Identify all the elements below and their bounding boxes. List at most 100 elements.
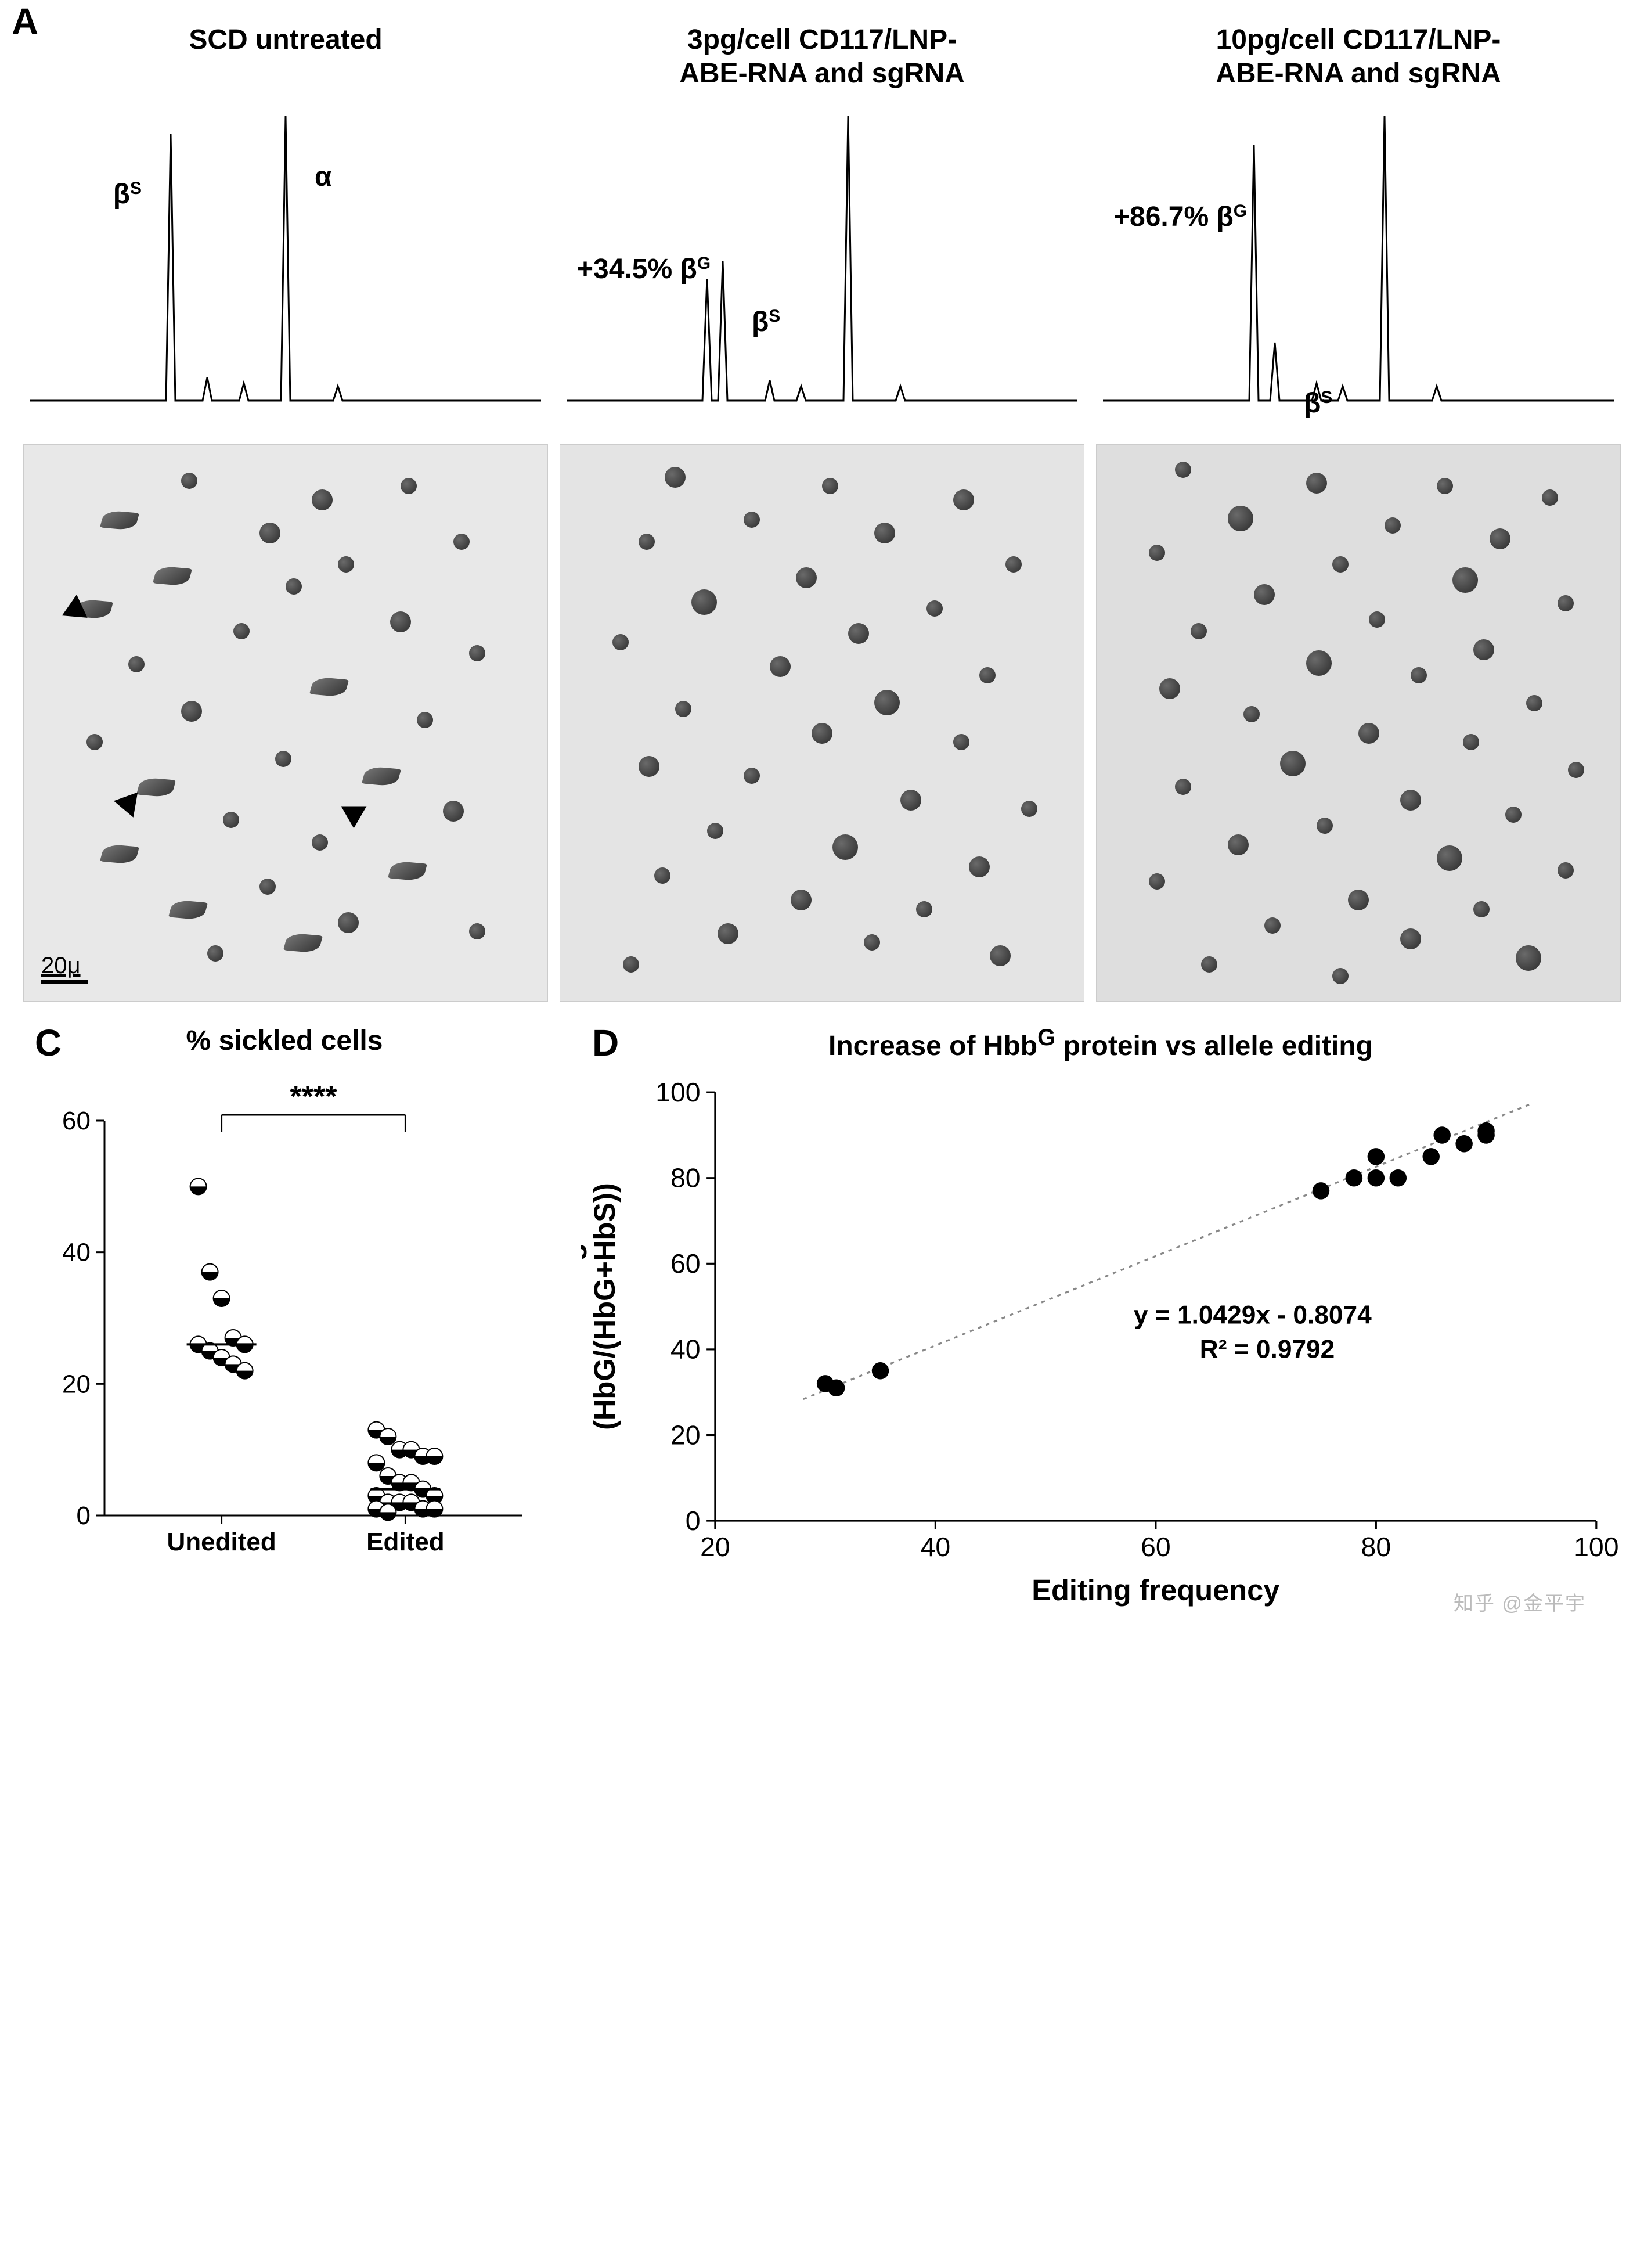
svg-text:60: 60 xyxy=(62,1107,91,1135)
svg-text:+86.7% βG: +86.7% βG xyxy=(1113,201,1247,233)
svg-text:60: 60 xyxy=(1141,1532,1171,1562)
svg-text:R² = 0.9792: R² = 0.9792 xyxy=(1200,1335,1335,1364)
round-cell xyxy=(1400,790,1421,811)
round-cell xyxy=(1348,890,1369,910)
panel-d-label: D xyxy=(592,1021,619,1064)
round-cell xyxy=(639,534,655,550)
micrograph-1 xyxy=(560,444,1084,1002)
panel-a-trace-0: SCD untreated βS α xyxy=(23,23,548,427)
svg-text:20: 20 xyxy=(670,1420,701,1450)
round-cell xyxy=(718,923,738,944)
round-cell xyxy=(953,489,974,510)
round-cell xyxy=(1526,695,1542,711)
round-cell xyxy=(286,578,302,595)
round-cell xyxy=(1437,478,1453,494)
round-cell xyxy=(1175,462,1191,478)
round-cell xyxy=(1463,734,1479,750)
round-cell xyxy=(312,834,328,851)
round-cell xyxy=(1558,595,1574,611)
micrograph-2 xyxy=(1096,444,1621,1002)
round-cell xyxy=(1201,956,1217,973)
round-cell xyxy=(1452,567,1478,593)
svg-text:60: 60 xyxy=(670,1248,701,1279)
sickle-cell xyxy=(309,677,349,697)
round-cell xyxy=(338,912,359,933)
round-cell xyxy=(1516,945,1541,971)
round-cell xyxy=(832,834,858,860)
round-cell xyxy=(1505,807,1522,823)
trace-svg-1: βS+34.5% βG xyxy=(560,99,1084,424)
round-cell xyxy=(654,867,670,884)
round-cell xyxy=(1228,506,1253,531)
round-cell xyxy=(1542,489,1558,506)
round-cell xyxy=(259,523,280,543)
round-cell xyxy=(1264,917,1281,934)
round-cell xyxy=(770,656,791,677)
round-cell xyxy=(969,856,990,877)
round-cell xyxy=(86,734,103,750)
round-cell xyxy=(990,945,1011,966)
sickle-cell xyxy=(136,777,176,797)
round-cell xyxy=(181,701,202,722)
arrowhead-icon xyxy=(335,795,367,829)
round-cell xyxy=(223,812,239,828)
panel-d-title: Increase of HbbG protein vs allele editi… xyxy=(581,1025,1621,1062)
round-cell xyxy=(1473,639,1494,660)
round-cell xyxy=(443,801,464,822)
round-cell xyxy=(623,956,639,973)
svg-text:Unedited: Unedited xyxy=(167,1528,276,1556)
round-cell xyxy=(791,890,812,910)
round-cell xyxy=(926,600,943,617)
round-cell xyxy=(1228,834,1249,855)
round-cell xyxy=(675,701,691,717)
round-cell xyxy=(665,467,686,488)
round-cell xyxy=(812,723,832,744)
round-cell xyxy=(1243,706,1260,722)
svg-text:α: α xyxy=(315,161,332,192)
svg-text:βS: βS xyxy=(113,179,142,210)
round-cell xyxy=(1021,801,1037,817)
panel-c-label: C xyxy=(35,1021,62,1064)
round-cell xyxy=(612,634,629,650)
round-cell xyxy=(1149,545,1165,561)
round-cell xyxy=(1558,862,1574,879)
trace-title-1: 3pg/cell CD117/LNP-ABE-RNA and sgRNA xyxy=(560,23,1084,93)
round-cell xyxy=(1175,779,1191,795)
round-cell xyxy=(848,623,869,644)
sickle-cell xyxy=(362,766,401,786)
svg-text:40: 40 xyxy=(62,1239,91,1267)
round-cell xyxy=(953,734,969,750)
sickle-cell xyxy=(283,933,323,953)
round-cell xyxy=(259,879,276,895)
round-cell xyxy=(1159,678,1180,699)
panel-d-title-sup: G xyxy=(1037,1025,1055,1050)
svg-text:80: 80 xyxy=(1361,1532,1391,1562)
svg-text:20: 20 xyxy=(700,1532,730,1562)
round-cell xyxy=(707,823,723,839)
round-cell xyxy=(916,901,932,917)
svg-text:80: 80 xyxy=(670,1163,701,1193)
svg-text:0: 0 xyxy=(686,1506,701,1536)
round-cell xyxy=(1306,650,1332,676)
trace-svg-2: βS+86.7% βG xyxy=(1096,99,1621,424)
round-cell xyxy=(874,690,900,715)
round-cell xyxy=(128,656,145,672)
panel-c-title: % sickled cells xyxy=(23,1025,546,1057)
micrograph-0: 20μ xyxy=(23,444,548,1002)
watermark: 知乎 @金平宇 xyxy=(1454,1587,1586,1616)
round-cell xyxy=(1568,762,1584,778)
round-cell xyxy=(900,790,921,811)
round-cell xyxy=(469,923,485,939)
round-cell xyxy=(207,945,223,962)
svg-text:(HbG/(HbG+HbS)): (HbG/(HbG+HbS)) xyxy=(588,1183,621,1430)
round-cell xyxy=(1385,517,1401,534)
panel-a-trace-1: 3pg/cell CD117/LNP-ABE-RNA and sgRNAβS+3… xyxy=(560,23,1084,427)
svg-text:40: 40 xyxy=(670,1334,701,1365)
round-cell xyxy=(1437,845,1462,871)
round-cell xyxy=(874,523,895,543)
round-cell xyxy=(744,512,760,528)
round-cell xyxy=(1306,473,1327,494)
round-cell xyxy=(979,667,996,683)
trace-title-0: SCD untreated xyxy=(23,23,548,93)
panel-b: B 20μ xyxy=(23,444,1621,1002)
